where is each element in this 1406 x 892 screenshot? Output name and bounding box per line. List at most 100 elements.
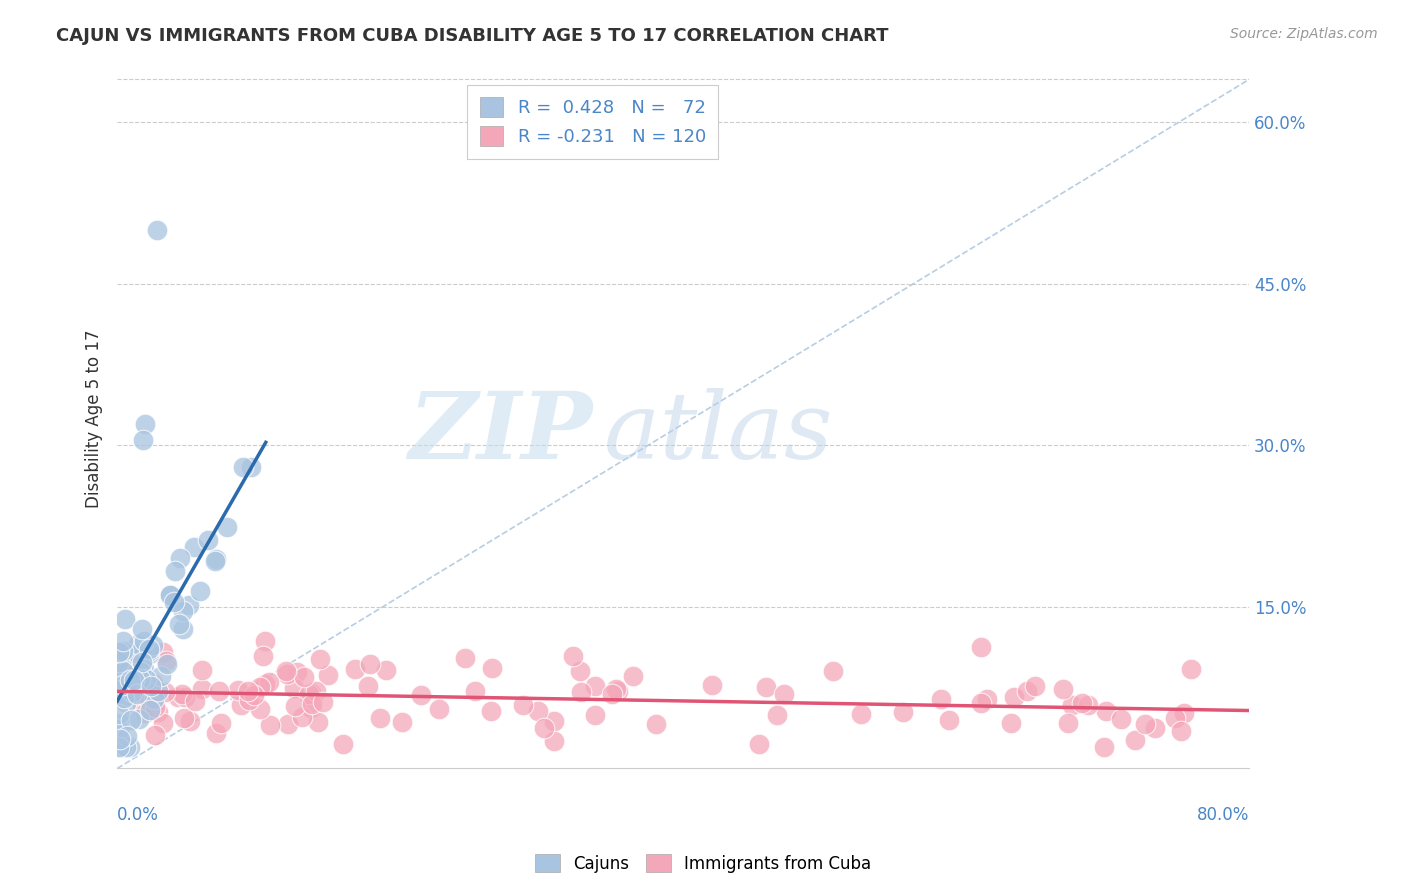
Point [344, 662, 367, 676]
Point [156, 657, 179, 672]
Point [299, 686, 322, 700]
Point [1163, 711, 1185, 725]
Point [543, 734, 565, 748]
Point [849, 707, 872, 722]
Point [136, 696, 159, 710]
Point [155, 654, 177, 668]
Point [1094, 704, 1116, 718]
Point [107, 715, 129, 730]
Point [107, 736, 129, 750]
Point [131, 623, 153, 637]
Point [107, 724, 129, 739]
Point [131, 655, 153, 669]
Point [115, 680, 138, 694]
Point [938, 713, 960, 727]
Legend: R =  0.428   N =   72, R = -0.231   N = 120: R = 0.428 N = 72, R = -0.231 N = 120 [467, 85, 718, 159]
Point [159, 588, 181, 602]
Point [131, 433, 153, 447]
Point [128, 672, 150, 686]
Point [605, 681, 627, 696]
Point [312, 695, 335, 709]
Point [142, 638, 165, 652]
Point [191, 663, 214, 677]
Point [243, 688, 266, 702]
Point [122, 673, 145, 687]
Point [823, 664, 845, 678]
Point [107, 739, 129, 754]
Point [172, 622, 194, 636]
Point [543, 714, 565, 729]
Point [561, 648, 583, 663]
Point [114, 739, 136, 754]
Point [277, 716, 299, 731]
Point [188, 583, 211, 598]
Point [1170, 723, 1192, 738]
Point [111, 650, 134, 665]
Point [114, 612, 136, 626]
Point [291, 710, 314, 724]
Point [316, 668, 339, 682]
Point [427, 701, 450, 715]
Point [464, 683, 486, 698]
Point [249, 680, 271, 694]
Point [1109, 712, 1132, 726]
Point [276, 666, 298, 681]
Point [299, 701, 322, 715]
Point [183, 540, 205, 554]
Point [115, 696, 138, 710]
Point [143, 700, 166, 714]
Point [533, 721, 555, 735]
Point [583, 679, 606, 693]
Point [124, 686, 146, 700]
Point [142, 675, 165, 690]
Point [238, 684, 260, 698]
Point [969, 640, 991, 655]
Point [205, 726, 228, 740]
Point [135, 672, 157, 686]
Point [285, 665, 308, 680]
Point [138, 647, 160, 661]
Point [700, 678, 723, 692]
Point [143, 691, 166, 706]
Point [112, 690, 135, 705]
Point [141, 679, 163, 693]
Point [301, 697, 323, 711]
Point [1062, 698, 1084, 712]
Point [1071, 697, 1094, 711]
Point [1056, 716, 1078, 731]
Point [136, 678, 159, 692]
Point [107, 680, 129, 694]
Point [332, 737, 354, 751]
Point [163, 595, 186, 609]
Point [117, 729, 139, 743]
Point [143, 690, 166, 705]
Point [274, 664, 297, 678]
Point [208, 684, 231, 698]
Point [309, 652, 332, 666]
Point [359, 657, 381, 672]
Point [284, 699, 307, 714]
Point [184, 694, 207, 708]
Point [112, 690, 135, 705]
Point [1173, 706, 1195, 720]
Text: 80.0%: 80.0% [1197, 806, 1250, 824]
Point [368, 711, 391, 725]
Point [257, 674, 280, 689]
Point [179, 714, 201, 729]
Point [108, 645, 131, 659]
Point [1002, 690, 1025, 705]
Point [238, 693, 260, 707]
Point [131, 665, 153, 679]
Point [177, 599, 200, 613]
Point [755, 680, 778, 694]
Point [152, 715, 174, 730]
Point [138, 703, 160, 717]
Point [205, 552, 228, 566]
Point [765, 708, 787, 723]
Point [111, 649, 134, 664]
Point [583, 708, 606, 723]
Point [645, 717, 668, 731]
Point [479, 704, 502, 718]
Point [114, 665, 136, 680]
Point [1143, 721, 1166, 735]
